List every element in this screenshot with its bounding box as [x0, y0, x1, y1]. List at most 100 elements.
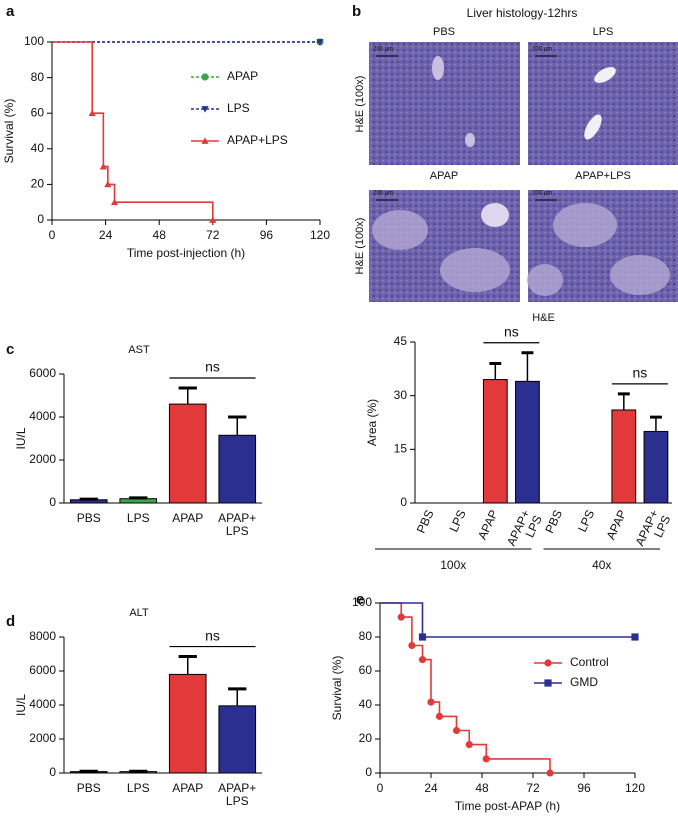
x-tick-label: 120	[625, 781, 645, 795]
panel-label: c	[6, 341, 14, 358]
panel-label: d	[6, 613, 15, 630]
y-tick-label: 15	[394, 442, 408, 456]
y-axis-label: IU/L	[14, 427, 28, 449]
annotation: ns	[205, 359, 220, 375]
x-tick-label: APAP	[475, 508, 501, 542]
x-tick-label: 72	[526, 781, 540, 795]
x-tick-label: 48	[153, 228, 167, 242]
marker	[104, 180, 112, 188]
y-tick-label: 20	[359, 731, 373, 745]
bar	[218, 434, 257, 504]
scale-bar-label: 200 μm	[373, 191, 393, 197]
legend-label: APAP	[227, 69, 258, 83]
y-tick-label: 4000	[29, 697, 56, 711]
y-tick-label: 40	[31, 141, 45, 155]
x-axis-label: Time post-injection (h)	[127, 246, 245, 260]
marker	[88, 109, 96, 117]
x-tick-label: LPS	[127, 511, 150, 525]
y-tick-label: 8000	[29, 629, 56, 643]
row-label: H&E (100x)	[354, 76, 366, 133]
x-tick-label: 24	[99, 228, 113, 242]
legend-marker	[201, 137, 209, 144]
marker	[397, 613, 405, 621]
x-tick-label: 0	[49, 228, 56, 242]
y-axis-label: Survival (%)	[330, 656, 344, 721]
x-tick-label: APAP	[172, 511, 203, 525]
marker	[435, 712, 444, 720]
y-tick-label: 4000	[29, 409, 56, 423]
y-tick-label: 40	[359, 697, 373, 711]
x-tick-label: PBS	[77, 781, 101, 795]
x-tick-label: PBS	[542, 508, 565, 536]
bar	[119, 498, 158, 504]
y-tick-label: 2000	[29, 452, 56, 466]
x-tick-label: LPS	[127, 781, 150, 795]
legend-marker	[201, 106, 209, 113]
chart-title: H&E	[532, 312, 555, 324]
marker	[110, 198, 119, 206]
y-axis-label: Survival (%)	[2, 99, 16, 164]
marker	[99, 163, 107, 170]
bar	[168, 403, 207, 504]
legend-marker	[544, 679, 552, 687]
marker	[418, 633, 427, 641]
y-tick-label: 6000	[29, 663, 56, 677]
y-tick-label: 0	[49, 765, 56, 779]
y-tick-label: 0	[365, 765, 372, 779]
x-tick-label: PBS	[77, 511, 101, 525]
legend-label: LPS	[227, 101, 250, 115]
series-line	[380, 602, 635, 638]
bar	[515, 380, 540, 504]
histology-label: PBS	[433, 26, 455, 38]
legend-label: APAP+LPS	[227, 133, 288, 147]
group-label: 40x	[592, 558, 611, 572]
chart-title: ALT	[129, 607, 149, 619]
x-tick-label: LPS	[575, 508, 597, 534]
marker	[316, 39, 324, 46]
marker	[427, 698, 435, 706]
x-tick-label: APAP	[604, 508, 630, 542]
scale-bar-label: 200 μm	[373, 47, 393, 53]
series-line	[380, 602, 551, 773]
bar	[643, 430, 669, 504]
x-axis-label: Time post-APAP (h)	[455, 799, 560, 813]
histology-label: APAP	[430, 170, 459, 182]
y-tick-label: 2000	[29, 731, 56, 745]
x-tick-label: 24	[424, 781, 438, 795]
bar	[482, 379, 508, 504]
y-tick-label: 100	[24, 34, 44, 48]
y-tick-label: 80	[359, 629, 373, 643]
legend-label: GMD	[570, 675, 598, 689]
row-label: H&E (100x)	[354, 218, 366, 275]
series-line	[52, 41, 214, 220]
x-tick-label: 96	[260, 228, 274, 242]
marker	[482, 755, 490, 763]
histology-label: APAP+LPS	[575, 170, 631, 182]
marker	[418, 656, 427, 664]
y-tick-label: 6000	[29, 366, 56, 380]
legend-label: Control	[570, 655, 609, 669]
histology-title: Liver histology-12hrs	[467, 6, 578, 20]
legend-marker	[544, 659, 552, 667]
marker	[465, 741, 473, 749]
y-tick-label: 20	[31, 177, 45, 191]
bar	[218, 705, 257, 774]
x-tick-label: APAP+LPS	[633, 508, 674, 554]
bar	[611, 409, 637, 504]
annotation: ns	[632, 365, 647, 381]
x-tick-label: 120	[310, 228, 330, 242]
legend-marker	[201, 73, 209, 81]
scale-bar-label: 200 μm	[532, 191, 552, 197]
y-tick-label: 0	[400, 495, 407, 509]
x-tick-label: APAP+LPS	[504, 508, 545, 554]
scale-bar-label: 200 μm	[532, 47, 552, 53]
y-tick-label: 0	[37, 212, 44, 226]
y-axis-label: Area (%)	[365, 399, 379, 446]
y-tick-label: 60	[359, 663, 373, 677]
chart-title: AST	[128, 344, 150, 356]
panel-label: b	[352, 3, 361, 20]
y-tick-label: 30	[394, 388, 408, 402]
y-axis-label: IU/L	[14, 694, 28, 716]
y-tick-label: 0	[49, 495, 56, 509]
